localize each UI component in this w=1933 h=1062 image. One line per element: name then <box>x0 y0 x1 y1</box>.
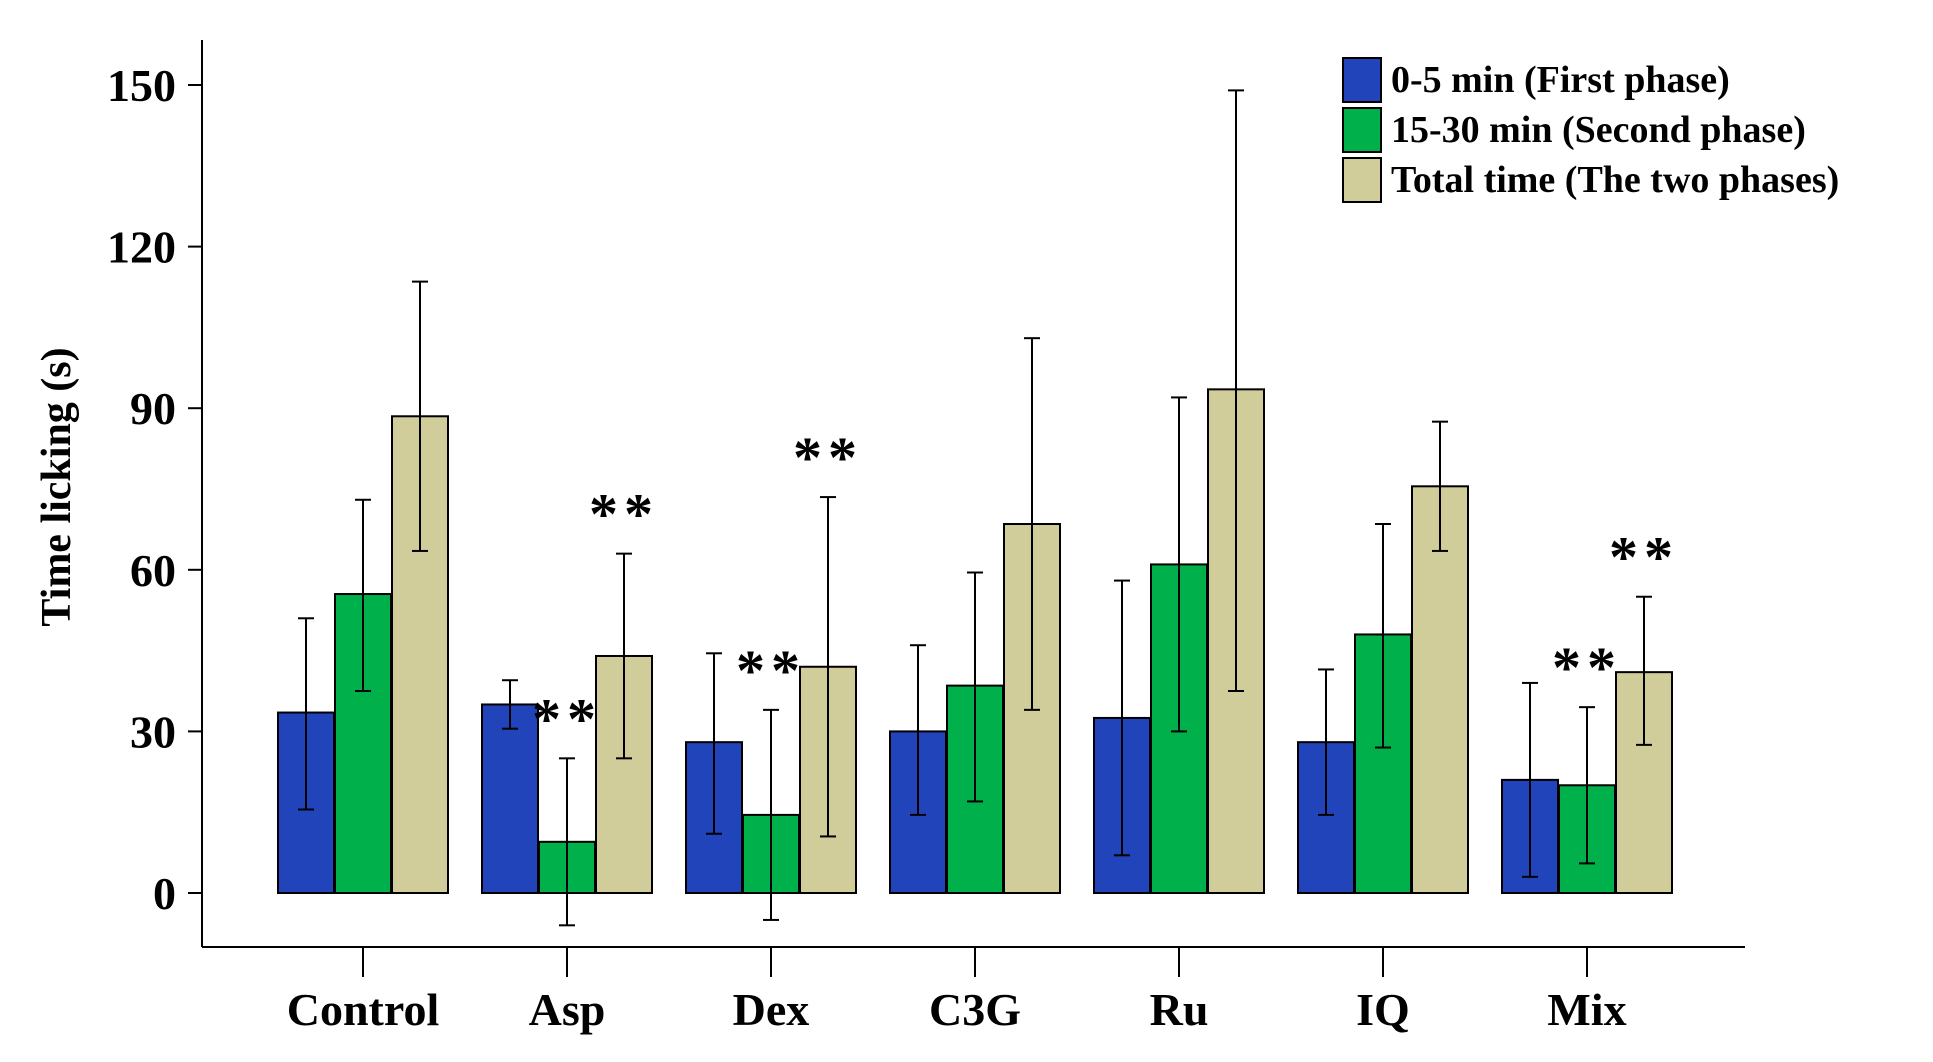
chart-axes <box>201 40 1745 948</box>
significance-stars: ** <box>532 686 602 751</box>
y-axis-ticks: 0 30 60 90 120 150 <box>107 60 202 919</box>
x-tick-label: Asp <box>529 984 606 1035</box>
x-tick-label: Control <box>287 984 440 1035</box>
y-axis-title: Time licking (s) <box>34 347 80 626</box>
bar <box>481 703 539 895</box>
significance-stars: ** <box>1552 635 1622 700</box>
error-bars <box>298 89 1652 927</box>
significance-stars: ** <box>736 638 806 703</box>
bar <box>1411 485 1469 894</box>
x-tick-label: C3G <box>929 984 1021 1035</box>
x-tick-label: Dex <box>733 984 810 1035</box>
y-tick-label: 30 <box>130 706 176 757</box>
y-tick-label: 0 <box>153 868 176 919</box>
legend-swatch <box>1342 107 1382 153</box>
legend-label: Total time (The two phases) <box>1391 159 1839 201</box>
significance-stars: ** <box>1609 525 1679 590</box>
x-tick-label: Mix <box>1547 984 1626 1035</box>
x-tick-label: Ru <box>1150 984 1209 1035</box>
x-axis-categories: Control Asp Dex C3G Ru IQ Mix <box>287 947 1627 1035</box>
legend-swatch <box>1342 157 1382 203</box>
legend-swatch <box>1342 57 1382 103</box>
significance-annotations: ** ** ** ** ** ** <box>532 425 1679 751</box>
legend-label: 15-30 min (Second phase) <box>1391 109 1806 151</box>
y-tick-label: 150 <box>107 60 176 111</box>
y-tick-label: 120 <box>107 222 176 273</box>
y-tick-label: 90 <box>130 383 176 434</box>
y-tick-label: 60 <box>130 545 176 596</box>
legend-label: 0-5 min (First phase) <box>1391 59 1730 101</box>
significance-stars: ** <box>589 482 659 547</box>
legend: 0-5 min (First phase) 15-30 min (Second p… <box>1342 57 1839 203</box>
x-tick-label: IQ <box>1356 984 1410 1035</box>
significance-stars: ** <box>793 425 863 490</box>
